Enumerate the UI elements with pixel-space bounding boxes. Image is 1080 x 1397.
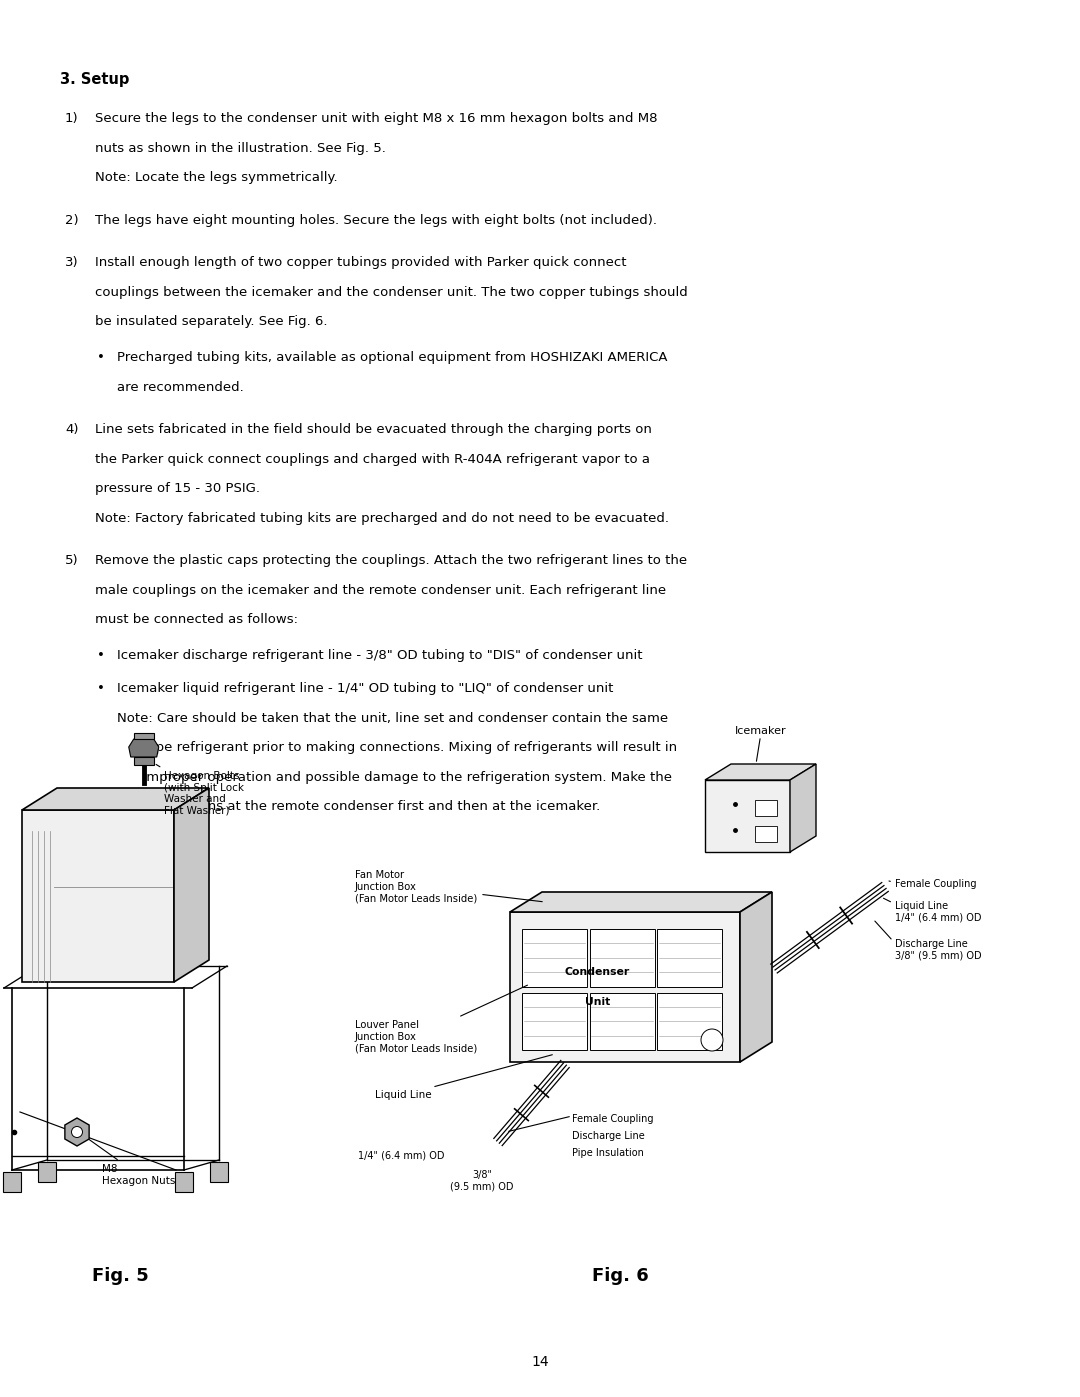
Text: Condenser: Condenser [565,967,630,977]
Polygon shape [129,739,159,757]
Text: Louver Panel
Junction Box
(Fan Motor Leads Inside): Louver Panel Junction Box (Fan Motor Lea… [355,985,527,1053]
Text: Icemaker liquid refrigerant line - 1/4" OD tubing to "LIQ" of condenser unit: Icemaker liquid refrigerant line - 1/4" … [117,682,613,696]
Text: must be connected as follows:: must be connected as follows: [95,613,298,626]
Text: 4): 4) [65,423,79,436]
Text: Note: Care should be taken that the unit, line set and condenser contain the sam: Note: Care should be taken that the unit… [117,712,669,725]
Polygon shape [522,929,588,986]
Text: Icemaker discharge refrigerant line - 3/8" OD tubing to "DIS" of condenser unit: Icemaker discharge refrigerant line - 3/… [117,650,643,662]
Text: connections at the remote condenser first and then at the icemaker.: connections at the remote condenser firs… [117,800,600,813]
Polygon shape [174,788,210,982]
Text: 14: 14 [531,1355,549,1369]
Text: Line sets fabricated in the field should be evacuated through the charging ports: Line sets fabricated in the field should… [95,423,652,436]
Polygon shape [510,893,772,912]
Polygon shape [3,1172,21,1192]
Text: Icemaker: Icemaker [734,726,786,736]
Text: 1): 1) [65,112,79,124]
Polygon shape [175,1172,193,1192]
Text: Hexagon Bolts
(with Split Lock
Washer and
Flat Washer): Hexagon Bolts (with Split Lock Washer an… [157,764,244,816]
Text: 1/4" (6.4 mm) OD: 1/4" (6.4 mm) OD [359,1150,445,1160]
Text: The legs have eight mounting holes. Secure the legs with eight bolts (not includ: The legs have eight mounting holes. Secu… [95,214,657,226]
Polygon shape [38,1162,56,1182]
Text: Fig. 5: Fig. 5 [92,1267,148,1285]
Text: 3): 3) [65,256,79,270]
Polygon shape [755,826,777,842]
Text: 3. Setup: 3. Setup [60,73,130,87]
Polygon shape [705,764,816,780]
Text: male couplings on the icemaker and the remote condenser unit. Each refrigerant l: male couplings on the icemaker and the r… [95,584,666,597]
Polygon shape [510,912,740,1062]
Polygon shape [590,929,654,986]
Text: Liquid Line
1/4" (6.4 mm) OD: Liquid Line 1/4" (6.4 mm) OD [895,901,982,922]
Polygon shape [657,992,723,1051]
Text: Fan Motor
Junction Box
(Fan Motor Leads Inside): Fan Motor Junction Box (Fan Motor Leads … [355,870,542,904]
Text: type refrigerant prior to making connections. Mixing of refrigerants will result: type refrigerant prior to making connect… [117,742,677,754]
Polygon shape [522,992,588,1051]
Circle shape [701,1030,723,1051]
Polygon shape [740,893,772,1062]
Text: Install enough length of two copper tubings provided with Parker quick connect: Install enough length of two copper tubi… [95,256,626,270]
Text: Liquid Line: Liquid Line [375,1055,552,1099]
Polygon shape [705,780,789,852]
Text: the Parker quick connect couplings and charged with R-404A refrigerant vapor to : the Parker quick connect couplings and c… [95,453,650,465]
Text: be insulated separately. See Fig. 6.: be insulated separately. See Fig. 6. [95,314,327,328]
Text: pressure of 15 - 30 PSIG.: pressure of 15 - 30 PSIG. [95,482,260,495]
Text: Female Coupling: Female Coupling [572,1113,653,1125]
Polygon shape [134,733,153,739]
Polygon shape [134,757,153,766]
Text: improper operation and possible damage to the refrigeration system. Make the: improper operation and possible damage t… [117,771,672,784]
Text: Remove the plastic caps protecting the couplings. Attach the two refrigerant lin: Remove the plastic caps protecting the c… [95,555,687,567]
Polygon shape [22,788,210,810]
Text: 5): 5) [65,555,79,567]
Text: Female Coupling: Female Coupling [895,879,976,888]
Text: Pipe Insulation: Pipe Insulation [572,1148,644,1158]
Text: •: • [97,650,105,662]
Text: Discharge Line
3/8" (9.5 mm) OD: Discharge Line 3/8" (9.5 mm) OD [895,939,982,961]
Circle shape [71,1126,82,1137]
Text: Note: Factory fabricated tubing kits are precharged and do not need to be evacua: Note: Factory fabricated tubing kits are… [95,511,669,524]
Polygon shape [590,992,654,1051]
Text: 2): 2) [65,214,79,226]
Text: 3/8"
(9.5 mm) OD: 3/8" (9.5 mm) OD [450,1171,514,1192]
Text: Note: Locate the legs symmetrically.: Note: Locate the legs symmetrically. [95,170,338,184]
Polygon shape [755,800,777,816]
Text: M8
Hexagon Nuts: M8 Hexagon Nuts [90,1140,175,1186]
Text: Discharge Line: Discharge Line [572,1132,645,1141]
Text: •: • [97,682,105,696]
Polygon shape [789,764,816,852]
Text: Unit: Unit [584,997,610,1007]
Text: couplings between the icemaker and the condenser unit. The two copper tubings sh: couplings between the icemaker and the c… [95,285,688,299]
Polygon shape [210,1162,228,1182]
Text: Precharged tubing kits, available as optional equipment from HOSHIZAKI AMERICA: Precharged tubing kits, available as opt… [117,351,667,365]
Polygon shape [22,810,174,982]
Text: Secure the legs to the condenser unit with eight M8 x 16 mm hexagon bolts and M8: Secure the legs to the condenser unit wi… [95,112,658,124]
Text: are recommended.: are recommended. [117,380,244,394]
Text: nuts as shown in the illustration. See Fig. 5.: nuts as shown in the illustration. See F… [95,141,386,155]
Polygon shape [657,929,723,986]
Text: •: • [97,351,105,365]
Text: Fig. 6: Fig. 6 [592,1267,648,1285]
